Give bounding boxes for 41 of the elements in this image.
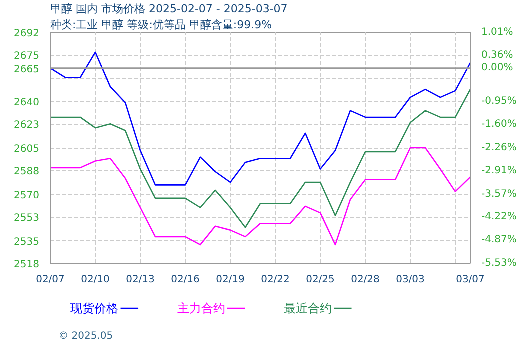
y2-tick-label: -5.53% xyxy=(482,258,517,269)
line-series xyxy=(50,147,470,246)
text: © 2025.05 xyxy=(58,331,114,342)
x-tick-label: 02/10 xyxy=(81,274,110,286)
chart-title: 甲醇 国内 市场价格 2025-02-07 - 2025-03-07 xyxy=(50,2,288,16)
y-tick-label: 2605 xyxy=(14,144,40,155)
y2-tick-label: -1.60% xyxy=(482,119,517,130)
legend-label: 现货价格 xyxy=(70,302,119,316)
x-tick-label: 02/13 xyxy=(126,274,155,286)
y2-tick-label: 0.00% xyxy=(482,62,514,74)
legend-label: 最近合约 xyxy=(284,302,332,316)
x-tick-label: 02/28 xyxy=(351,274,380,286)
y-tick-label: 2692 xyxy=(14,28,40,40)
y2-tick-label: -2.26% xyxy=(482,142,517,154)
line-series xyxy=(50,88,470,228)
y-tick-label: 2675 xyxy=(14,51,40,62)
y2-tick-label: -4.87% xyxy=(482,234,517,246)
x-tick-label: 02/07 xyxy=(36,274,65,286)
y-tick-label: 2570 xyxy=(14,190,40,202)
y2-tick-label: -4.22% xyxy=(482,212,517,223)
x-tick-label: 02/16 xyxy=(171,274,200,286)
y-tick-label: 2588 xyxy=(14,166,40,178)
x-tick-label: 02/25 xyxy=(306,274,335,286)
x-tick-label: 03/03 xyxy=(396,274,425,286)
y2-tick-label: -3.57% xyxy=(482,188,517,200)
y-tick-label: 2640 xyxy=(14,98,40,109)
x-tick-label: 02/19 xyxy=(216,274,245,286)
y-tick-label: 2553 xyxy=(14,213,40,224)
y-tick-label: 2518 xyxy=(14,260,40,270)
y2-tick-label: -2.91% xyxy=(482,165,517,176)
y2-tick-label: 0.36% xyxy=(482,50,514,61)
y2-tick-label: -0.95% xyxy=(482,96,517,108)
y-tick-label: 2623 xyxy=(14,120,40,132)
y-tick-label: 2535 xyxy=(14,236,40,248)
x-tick-label: 03/07 xyxy=(456,274,485,286)
x-tick-label: 02/22 xyxy=(261,274,290,286)
y2-tick-label: 1.01% xyxy=(482,27,514,38)
chart-subtitle: 种类:工业 甲醇 等级:优等品 甲醇含量:99.9% xyxy=(50,18,272,32)
legend-label: 主力合约 xyxy=(177,302,226,316)
ref-line-label: 2665 xyxy=(14,64,40,76)
line-series xyxy=(50,52,470,186)
